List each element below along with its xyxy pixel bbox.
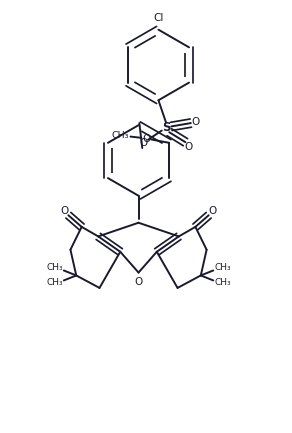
Text: O: O — [192, 117, 200, 127]
Text: CH₃: CH₃ — [46, 263, 63, 272]
Text: O: O — [60, 206, 68, 216]
Text: S: S — [162, 121, 170, 134]
Text: CH₃: CH₃ — [214, 263, 231, 272]
Text: O: O — [209, 206, 217, 216]
Text: CH₃: CH₃ — [214, 278, 231, 288]
Text: O: O — [134, 277, 143, 287]
Text: O: O — [139, 138, 147, 148]
Text: CH₃: CH₃ — [112, 131, 129, 140]
Text: O: O — [185, 142, 193, 152]
Text: Cl: Cl — [153, 13, 164, 23]
Text: CH₃: CH₃ — [46, 278, 63, 288]
Text: O: O — [142, 134, 150, 144]
